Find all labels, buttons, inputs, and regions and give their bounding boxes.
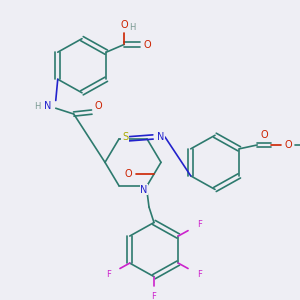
Text: N: N [44, 101, 51, 111]
Text: O: O [260, 130, 268, 140]
Text: O: O [124, 169, 132, 179]
Text: N: N [140, 185, 148, 195]
Text: N: N [157, 132, 165, 142]
Text: F: F [152, 292, 156, 300]
Text: F: F [197, 270, 202, 279]
Text: O: O [95, 101, 103, 111]
Text: O: O [143, 40, 151, 50]
Text: F: F [197, 220, 202, 229]
Text: O: O [284, 140, 292, 150]
Text: H: H [129, 22, 135, 32]
Text: S: S [122, 132, 128, 142]
Text: H: H [34, 102, 41, 111]
Text: F: F [106, 270, 111, 279]
Text: O: O [120, 20, 128, 30]
